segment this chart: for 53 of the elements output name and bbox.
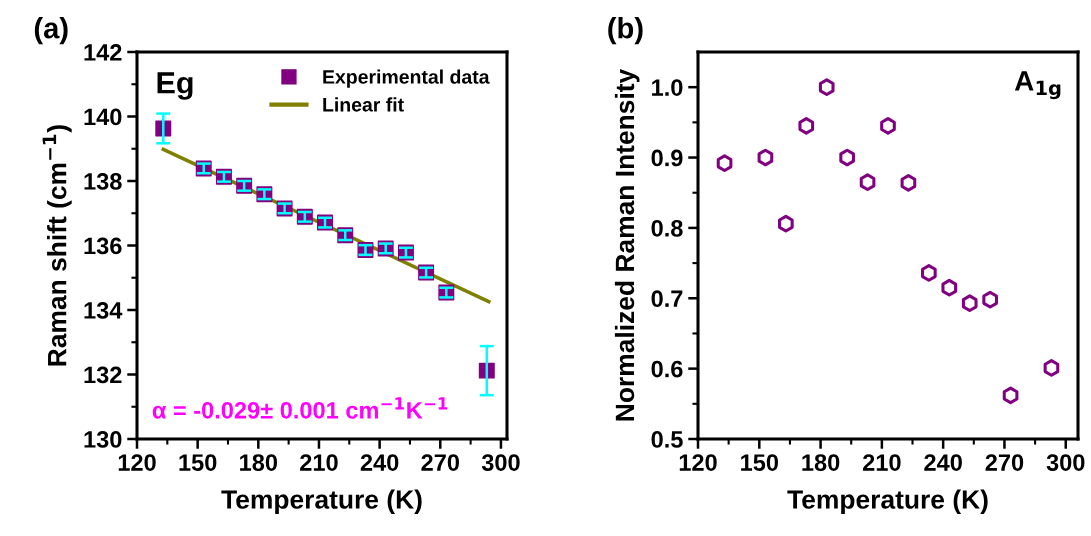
x-tick-label: 270 <box>985 454 1024 471</box>
point <box>961 294 978 313</box>
y-tick-label: 0.6 <box>651 360 683 378</box>
point <box>941 278 958 297</box>
point <box>757 148 774 167</box>
x-tick-label: 240 <box>924 454 962 471</box>
x-tick-label: 270 <box>421 454 460 471</box>
x-tick-label: 150 <box>741 454 779 471</box>
y-tick-label: 0.9 <box>651 149 683 167</box>
point <box>880 117 896 135</box>
x-tick-label: 120 <box>118 454 156 471</box>
point <box>778 214 794 233</box>
x-tick-label: 120 <box>679 454 717 471</box>
point <box>900 174 917 192</box>
y-tick-label: 134 <box>84 302 123 319</box>
y-tick-label: 1.0 <box>652 79 683 96</box>
legend-label: Experimental data <box>323 69 490 88</box>
x-tick-label: 210 <box>862 454 901 471</box>
y-tick-label: 142 <box>84 44 122 61</box>
x-tick-label: 210 <box>300 454 338 471</box>
point <box>839 148 855 167</box>
point <box>716 154 733 172</box>
x-tick-label: 180 <box>240 454 278 471</box>
x-tick-label: 240 <box>360 454 399 471</box>
x-tick-label: 180 <box>802 454 840 471</box>
x-axis-title: Temperature (K) <box>221 489 422 515</box>
point <box>798 117 815 135</box>
x-tick-label: 300 <box>481 454 520 471</box>
annotation: A$_{1g}$ <box>1014 71 1061 100</box>
x-tick-label: 300 <box>1046 454 1085 471</box>
point <box>859 173 876 191</box>
point <box>818 78 835 96</box>
y-tick-label: 0.7 <box>651 290 683 308</box>
x-axis-title: Temperature (K) <box>787 489 988 515</box>
point <box>982 290 998 309</box>
y-tick-label: 130 <box>84 431 122 448</box>
point <box>1043 359 1060 377</box>
y-tick-label: 0.8 <box>651 219 683 237</box>
y-tick-label: 132 <box>84 366 122 384</box>
x-tick-label: 150 <box>179 454 217 471</box>
y-tick-label: 0.5 <box>651 431 683 448</box>
y-axis-title: Raman shift (cm$^{−1}$) <box>42 125 72 366</box>
chart-title: (b) <box>608 17 643 45</box>
y-tick-label: 140 <box>84 108 122 126</box>
point <box>921 264 937 282</box>
y-axis-title: Normalized Raman Intensity <box>614 68 640 421</box>
annotation: α = -0.029± 0.001 cm$^{−1}$K$^{−1}$ <box>152 397 448 419</box>
annotation: Eg <box>157 72 193 100</box>
y-tick-label: 136 <box>84 237 122 255</box>
y-tick-label: 138 <box>84 173 122 190</box>
legend-label: Linear fit <box>323 97 404 112</box>
chart-title: (a) <box>34 17 68 45</box>
point <box>1002 386 1019 405</box>
